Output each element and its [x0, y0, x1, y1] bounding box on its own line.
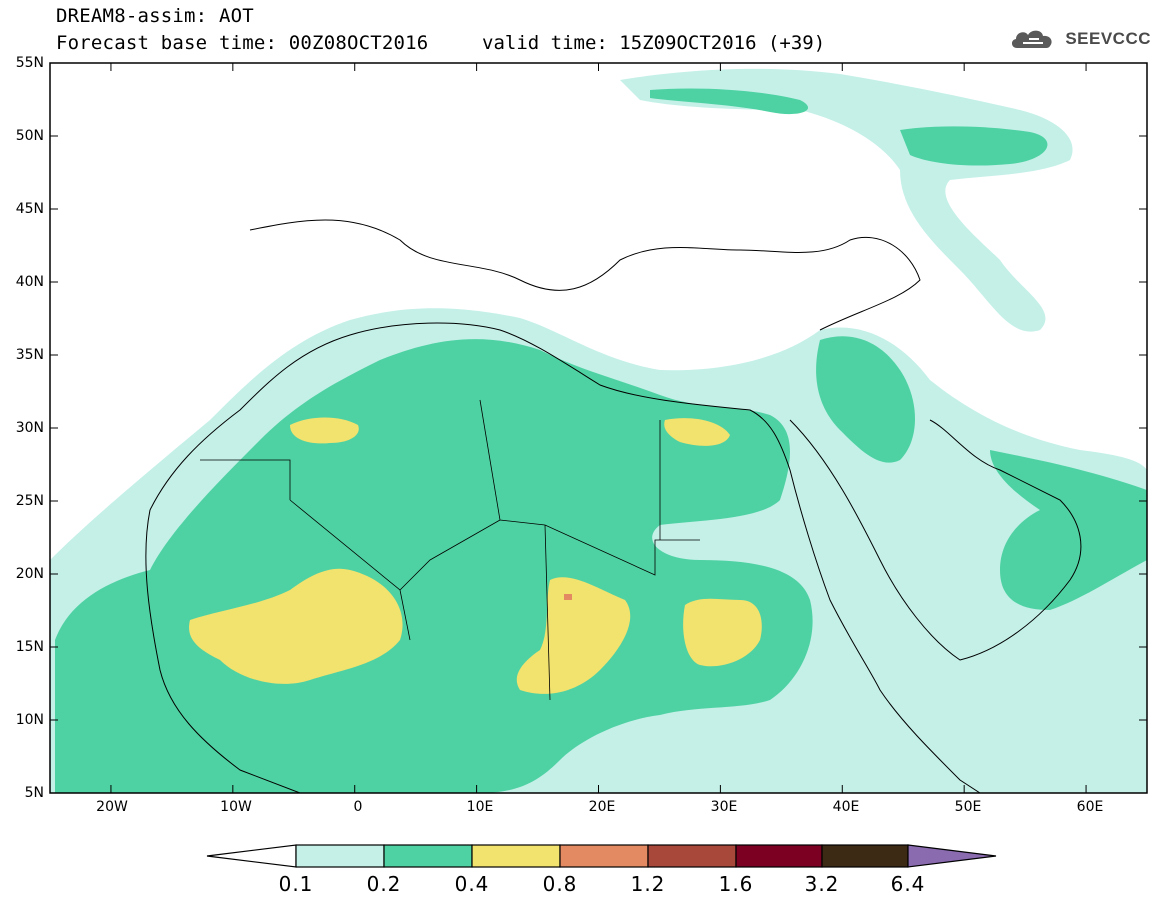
aot-level-0.8: [564, 594, 572, 600]
lon-label: 50E: [954, 799, 982, 815]
aot-level-0.4-a: [189, 568, 403, 684]
aot-level-0.4-b: [516, 577, 631, 694]
colorbar-high-arrow: [907, 844, 997, 868]
aot-level-0.2-europe: [650, 88, 1048, 166]
lat-label: 15N: [15, 639, 44, 655]
lat-label: 20N: [15, 566, 44, 582]
lon-label: 40E: [832, 799, 860, 815]
colorbar-label: 1.6: [718, 872, 754, 896]
lon-label: 30E: [710, 799, 738, 815]
colorbar-label: 0.2: [366, 872, 402, 896]
cloud-icon: [1012, 30, 1052, 48]
lon-label: 20E: [588, 799, 616, 815]
aot-level-0.4-d: [290, 417, 730, 446]
colorbar-label: 1.2: [630, 872, 666, 896]
valid-time: valid time: 15Z09OCT2016 (+39): [482, 32, 826, 54]
aot-level-0.4-c: [683, 598, 762, 667]
lat-label: 45N: [15, 201, 44, 217]
lat-label: 25N: [15, 493, 44, 509]
aot-level-0.2: [55, 339, 813, 793]
colorbar-bin-3: [471, 844, 561, 868]
logo-text: SEEVCCC: [1065, 29, 1151, 48]
colorbar-label: 0.4: [454, 872, 490, 896]
colorbar-bin-6: [735, 844, 823, 868]
lat-label: 50N: [15, 128, 44, 144]
coastline-europe: [249, 219, 921, 331]
colorbar-bin-5: [647, 844, 737, 868]
lat-label: 10N: [15, 712, 44, 728]
colorbar-bin-2: [383, 844, 473, 868]
colorbar-bin-1: [295, 844, 385, 868]
map-title: DREAM8-assim: AOT: [56, 5, 254, 27]
lon-label: 10W: [220, 799, 252, 815]
lat-label: 35N: [15, 347, 44, 363]
lon-label: 10E: [466, 799, 494, 815]
colorbar-bin-7: [821, 844, 909, 868]
forecast-base-time: Forecast base time: 00Z08OCT2016: [56, 32, 429, 54]
colorbar-label: 0.8: [542, 872, 578, 896]
lat-label: 40N: [15, 274, 44, 290]
border-lines: [200, 399, 700, 701]
colorbar-bin-4: [559, 844, 649, 868]
lon-label: 20W: [96, 799, 128, 815]
axis-ticks: [50, 63, 1147, 793]
aot-level-0.2-gulf: [990, 450, 1147, 610]
seevccc-logo: SEEVCCC: [1009, 26, 1151, 52]
colorbar-label: 0.1: [278, 872, 314, 896]
colorbar-label: 6.4: [890, 872, 926, 896]
aot-level-0.2-arabia: [816, 336, 915, 463]
lon-label: 0: [353, 799, 363, 815]
coastlines: [145, 219, 1082, 793]
coastline-arabia: [789, 419, 1082, 661]
lat-label: 30N: [15, 420, 44, 436]
lat-label: 5N: [24, 785, 44, 801]
colorbar-label: 3.2: [804, 872, 840, 896]
aot-contours: [50, 68, 1147, 793]
lon-label: 60E: [1076, 799, 1104, 815]
colorbar-low-arrow: [206, 844, 297, 868]
aot-level-0.1-europe: [620, 68, 1073, 332]
lat-label: 55N: [15, 55, 44, 71]
colorbar: [206, 844, 997, 868]
coastline-africa: [145, 322, 981, 793]
